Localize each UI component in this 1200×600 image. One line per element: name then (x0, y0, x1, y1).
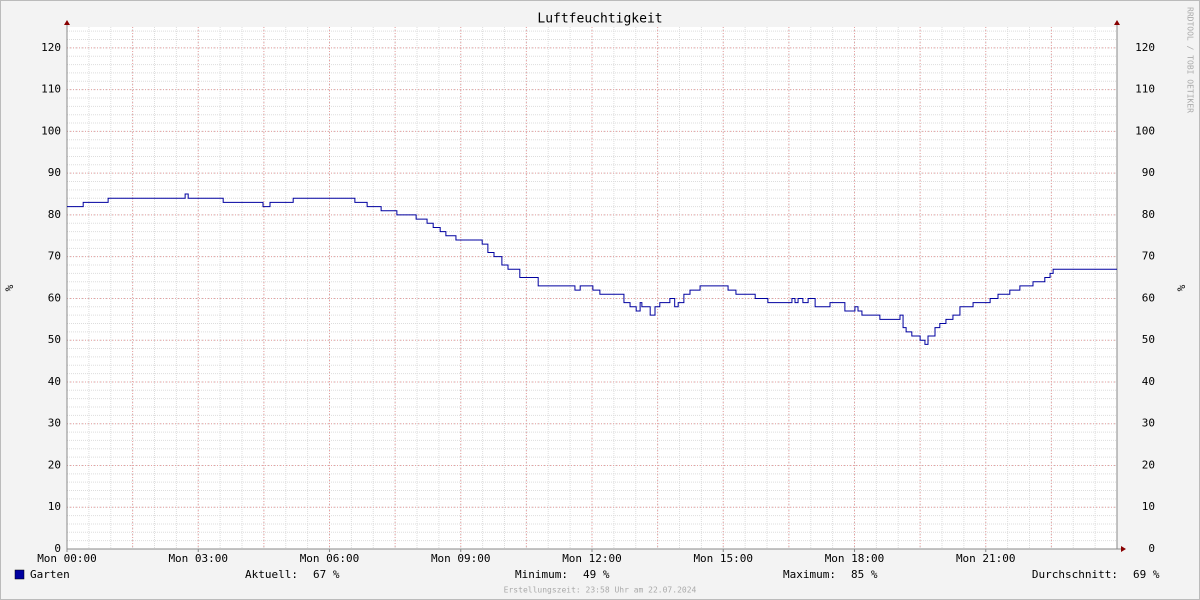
y-tick-label: 50 (48, 333, 61, 346)
x-tick-label: Mon 09:00 (431, 552, 491, 565)
x-tick-label: Mon 15:00 (693, 552, 753, 565)
y-tick-label: 60 (48, 291, 61, 304)
footer: Erstellungszeit: 23:58 Uhr am 22.07.2024 (504, 586, 697, 595)
legend-swatch (14, 569, 25, 580)
y-tick-label: 30 (48, 417, 61, 430)
watermark: RRDTOOL / TOBI OETIKER (1186, 7, 1195, 113)
x-tick-label: Mon 00:00 (37, 552, 97, 565)
data-line (67, 193, 1117, 345)
y2-tick-label: 90 (1142, 166, 1155, 179)
y2-tick-label: 50 (1142, 333, 1155, 346)
arrow (1114, 20, 1120, 25)
y-tick-label: 110 (41, 83, 61, 96)
y-tick-label: 120 (41, 41, 61, 54)
stat-label: Durchschnitt: (1032, 568, 1118, 581)
legend-label: Garten (30, 568, 70, 581)
arrow (64, 20, 70, 25)
y2-tick-label: 10 (1142, 500, 1155, 513)
stat-value: 69 % (1133, 568, 1160, 581)
y-tick-label: 10 (48, 500, 61, 513)
x-tick-label: Mon 03:00 (168, 552, 228, 565)
stat-label: Minimum: (515, 568, 568, 581)
x-tick-label: Mon 21:00 (956, 552, 1016, 565)
y2-tick-label: 30 (1142, 417, 1155, 430)
y-tick-label: 100 (41, 124, 61, 137)
y2-tick-label: 60 (1142, 291, 1155, 304)
stat-label: Aktuell: (245, 568, 298, 581)
y-tick-label: 0 (54, 542, 61, 555)
y2-tick-label: 0 (1148, 542, 1155, 555)
stat-label: Maximum: (783, 568, 836, 581)
y2-tick-label: 70 (1142, 250, 1155, 263)
stat-value: 67 % (313, 568, 340, 581)
y2-axis-label: % (1175, 284, 1188, 291)
y-tick-label: 70 (48, 250, 61, 263)
arrow (1121, 546, 1126, 552)
chart-title: Luftfeuchtigkeit (537, 12, 662, 27)
y2-tick-label: 80 (1142, 208, 1155, 221)
stat-value: 49 % (583, 568, 610, 581)
y-tick-label: 90 (48, 166, 61, 179)
x-tick-label: Mon 12:00 (562, 552, 622, 565)
stat-value: 85 % (851, 568, 878, 581)
y2-tick-label: 20 (1142, 458, 1155, 471)
y2-tick-label: 110 (1135, 83, 1155, 96)
x-tick-label: Mon 18:00 (825, 552, 885, 565)
y-tick-label: 80 (48, 208, 61, 221)
y2-tick-label: 40 (1142, 375, 1155, 388)
y-tick-label: 20 (48, 458, 61, 471)
y2-tick-label: 100 (1135, 124, 1155, 137)
y-axis-label: % (3, 284, 16, 291)
x-tick-label: Mon 06:00 (300, 552, 360, 565)
y-tick-label: 40 (48, 375, 61, 388)
y2-tick-label: 120 (1135, 41, 1155, 54)
